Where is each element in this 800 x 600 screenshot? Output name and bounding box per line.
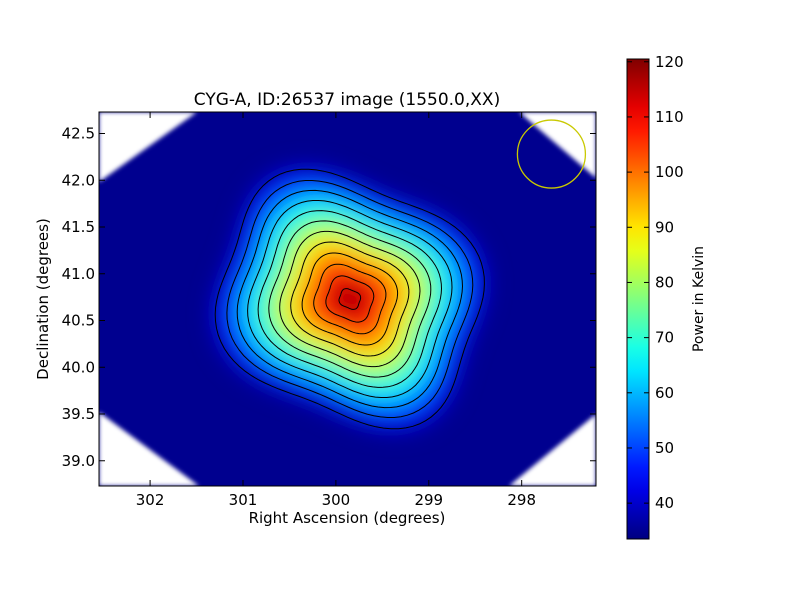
colorbar-tick-label: 80 — [655, 273, 674, 291]
contour-line — [214, 168, 485, 430]
colorbar-label: Power in Kelvin — [691, 246, 707, 352]
contour-line — [279, 230, 421, 368]
contour-line — [257, 210, 443, 388]
y-tick-label: 40.5 — [62, 312, 95, 330]
contour-line — [313, 263, 387, 335]
colorbar-tick-label: 120 — [655, 53, 684, 71]
y-tick-label: 39.5 — [62, 405, 95, 423]
y-tick-label: 40.0 — [62, 358, 95, 376]
x-tick-label: 299 — [414, 491, 443, 509]
chart-title: CYG-A, ID:26537 image (1550.0,XX) — [194, 90, 500, 110]
contour-layer — [214, 168, 485, 430]
contour-line — [247, 200, 453, 398]
contour-line — [236, 189, 464, 409]
contour-line — [290, 241, 410, 357]
contour-line — [268, 220, 432, 378]
edge-mask — [99, 412, 199, 486]
y-tick-label: 41.5 — [62, 218, 95, 236]
plot-area — [99, 112, 596, 486]
contour-line — [226, 180, 474, 418]
colorbar-tick-label: 70 — [655, 329, 674, 347]
contour-line — [301, 252, 399, 346]
x-tick-label: 302 — [136, 491, 165, 509]
x-axis-label: Right Ascension (degrees) — [249, 509, 446, 527]
colorbar-tick-label: 40 — [655, 494, 674, 512]
x-tick-label: 298 — [507, 491, 536, 509]
colorbar: 40 50 60 70 80 90 100 110 120 Power in Kelvin — [626, 53, 707, 540]
y-axis-label: Declination (degrees) — [34, 218, 52, 380]
colorbar-tick-label: 50 — [655, 439, 674, 457]
colorbar-gradient — [627, 59, 649, 539]
y-tick-label: 42.0 — [62, 171, 95, 189]
edge-mask — [519, 112, 596, 178]
y-tick-label: 39.0 — [62, 452, 95, 470]
contour-line — [338, 288, 362, 310]
plot-frame — [98, 111, 597, 487]
edge-mask — [99, 112, 197, 182]
edge-masks — [99, 112, 596, 486]
edge-mask — [509, 414, 596, 486]
x-tick-label: 300 — [322, 491, 351, 509]
colorbar-ticks: 40 50 60 70 80 90 100 110 120 — [627, 53, 684, 512]
colorbar-tick-label: 110 — [655, 108, 684, 126]
y-tick-label: 42.5 — [62, 125, 95, 143]
colorbar-frame — [626, 58, 650, 540]
contour-line — [325, 275, 375, 323]
colorbar-tick-label: 90 — [655, 218, 674, 236]
x-axis: 302 301 300 299 298 — [136, 112, 536, 509]
beam-circle — [516, 119, 587, 189]
x-tick-label: 301 — [229, 491, 258, 509]
y-axis: 39.0 39.5 40.0 40.5 41.0 41.5 42.0 42.5 — [62, 125, 596, 470]
colorbar-tick-label: 100 — [655, 163, 684, 181]
heat-band — [338, 287, 362, 311]
colorbar-tick-label: 60 — [655, 384, 674, 402]
y-tick-label: 41.0 — [62, 265, 95, 283]
